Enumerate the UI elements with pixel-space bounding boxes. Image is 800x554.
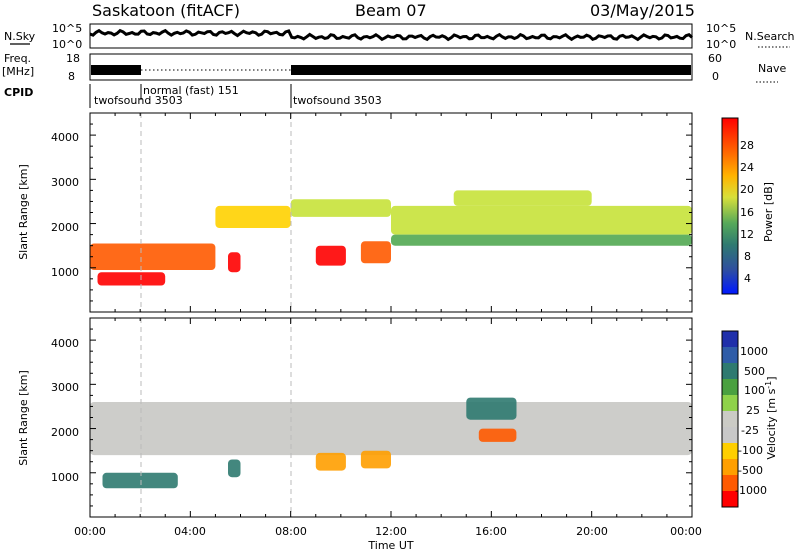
nave-tick-top: 60	[708, 52, 722, 65]
nave-label: Nave	[758, 62, 786, 75]
heatmap-region	[360, 450, 391, 469]
power-cb-tick: 24	[740, 161, 754, 174]
velocity-colorbar-box	[722, 475, 738, 492]
nsearch-tick-bottom: 10^0	[706, 38, 736, 51]
x-axis: 00:00 04:00 08:00 12:00 16:00 20:00 00:0…	[74, 525, 702, 552]
x-tick-label: 20:00	[576, 525, 608, 538]
freq-unit: [MHz]	[2, 65, 34, 78]
freq-bar	[291, 65, 691, 75]
heatmap-region	[391, 234, 692, 246]
velocity-cb-tick: 100	[744, 384, 765, 397]
nsearch-label: N.Search	[745, 30, 795, 43]
cpid-segment-2: normal (fast) 151	[143, 84, 239, 97]
cpid-segment-1: twofsound 3503	[94, 94, 183, 107]
nsky-trace	[89, 28, 694, 42]
heatmap-region	[478, 428, 517, 442]
freq-tick-bottom: 8	[68, 70, 75, 83]
heatmap-region	[102, 472, 178, 489]
x-tick-label: 00:00	[670, 525, 702, 538]
velocity-colorbar-box	[722, 347, 738, 364]
power-ytick: 4000	[51, 131, 79, 144]
velocity-colorbar-box	[722, 491, 738, 508]
heatmap-region	[90, 243, 216, 270]
velocity-colorbar-box	[722, 379, 738, 396]
velocity-cb-tick: -1000	[735, 484, 767, 497]
nsky-tick-top: 10^5	[52, 22, 82, 35]
power-ytick: 3000	[51, 176, 79, 189]
power-cb-label: Power [dB]	[762, 182, 775, 242]
power-cb-tick: 16	[740, 206, 754, 219]
nsky-tick-bottom: 10^0	[52, 38, 82, 51]
velocity-colorbar-box	[722, 459, 738, 476]
velocity-cb-tick: -500	[738, 464, 763, 477]
nsky-strip: N.Sky 10^5 10^0 10^5 10^0 N.Search	[4, 22, 795, 51]
freq-tick-top: 18	[66, 52, 80, 65]
freq-label: Freq.	[4, 52, 31, 65]
freq-bar	[91, 65, 141, 75]
heatmap-region	[290, 199, 391, 217]
heatmap-region	[90, 402, 692, 456]
x-tick-label: 04:00	[174, 525, 206, 538]
velocity-cb-tick: 1000	[740, 345, 768, 358]
heatmap-region	[228, 252, 241, 273]
x-tick-label: 00:00	[74, 525, 106, 538]
power-ytick: 1000	[51, 266, 79, 279]
beam-label: Beam 07	[355, 1, 427, 20]
heatmap-region	[453, 190, 592, 206]
velocity-colorbar-box	[722, 395, 738, 412]
power-panel: Slant Range [km] 4000 3000 2000 1000	[17, 112, 693, 313]
velocity-cb-label: Velocity [m s-1]	[764, 376, 778, 459]
x-tick-label: 16:00	[475, 525, 507, 538]
power-ylabel: Slant Range [km]	[17, 164, 30, 260]
velocity-ytick: 2000	[51, 426, 79, 439]
date-label: 03/May/2015	[590, 1, 695, 20]
nsearch-tick-top: 10^5	[706, 22, 736, 35]
power-cb-tick: 20	[740, 183, 754, 196]
heatmap-region	[215, 205, 291, 228]
cpid-row: CPID twofsound 3503 normal (fast) 151 tw…	[4, 84, 382, 108]
velocity-cb-tick: 25	[746, 404, 760, 417]
x-tick-label: 08:00	[275, 525, 307, 538]
x-axis-label: Time UT	[367, 539, 413, 552]
power-cb-tick: 8	[744, 250, 751, 263]
velocity-cb-tick: -100	[738, 444, 763, 457]
velocity-ytick: 1000	[51, 471, 79, 484]
velocity-ylabel: Slant Range [km]	[17, 370, 30, 466]
radar-title: Saskatoon (fitACF)	[92, 1, 240, 20]
heatmap-region	[97, 272, 166, 286]
power-cb-tick: 28	[740, 139, 754, 152]
velocity-panel: Slant Range [km] 4000 3000 2000 1000	[17, 317, 693, 518]
power-cb-tick: 12	[740, 228, 754, 241]
velocity-cb-tick: -25	[741, 424, 759, 437]
velocity-colorbar-box	[722, 363, 738, 380]
heatmap-region	[315, 245, 346, 266]
heatmap-region	[360, 241, 391, 264]
cpid-label: CPID	[4, 86, 33, 99]
freq-nave-strip: Freq. [MHz] 18 8 60 0 Nave	[2, 52, 786, 83]
velocity-colorbar-box	[722, 443, 738, 460]
velocity-colorbar-box	[722, 331, 738, 348]
power-cb-tick: 4	[744, 272, 751, 285]
power-colorbar: 28 24 20 16 12 8 4 Power [dB]	[721, 117, 775, 295]
velocity-colorbar-box	[722, 427, 738, 444]
velocity-colorbar-box	[722, 411, 738, 428]
heatmap-region	[466, 397, 517, 420]
cpid-segment-3: twofsound 3503	[293, 94, 382, 107]
velocity-ytick: 3000	[51, 381, 79, 394]
velocity-cb-tick: 500	[744, 365, 765, 378]
nsky-label: N.Sky	[4, 30, 36, 43]
power-ytick: 2000	[51, 221, 79, 234]
heatmap-region	[315, 452, 346, 471]
velocity-ytick: 4000	[51, 337, 79, 350]
heatmap-region	[228, 459, 241, 478]
x-tick-label: 12:00	[375, 525, 407, 538]
nave-tick-bottom: 0	[712, 70, 719, 83]
heatmap-region	[391, 205, 692, 235]
velocity-colorbar: 1000 500 100 25 -25 -100 -500 -1000 Velo…	[721, 330, 778, 508]
